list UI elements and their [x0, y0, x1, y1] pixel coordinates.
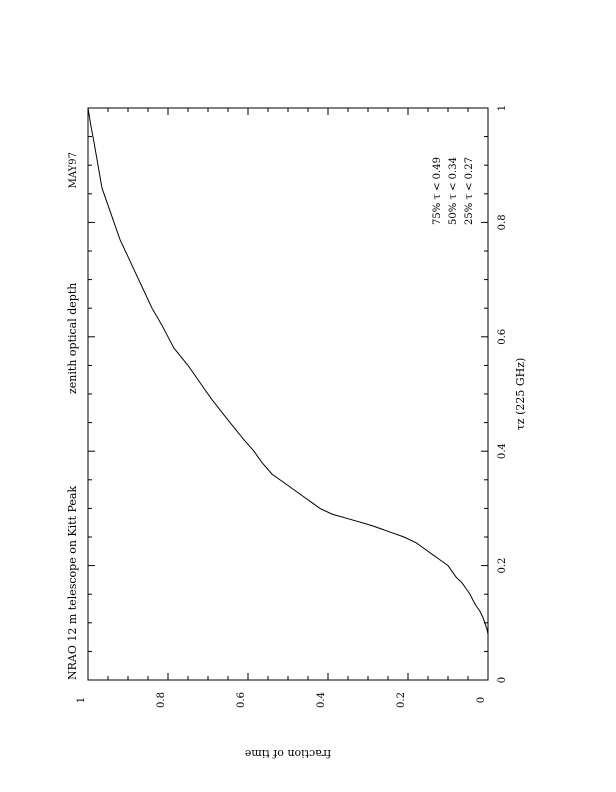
- x-tick-label: 0: [497, 677, 508, 683]
- y-tick-label: 0.6: [236, 692, 247, 708]
- y-axis-label: fraction of time: [245, 747, 331, 760]
- x-tick-label: 0.8: [497, 214, 508, 230]
- y-tick-label: 1: [76, 697, 87, 703]
- y-tick-label: 0.2: [396, 692, 407, 708]
- chart-subtitle: zenith optical depth: [66, 283, 79, 394]
- y-tick-label: 0.4: [316, 692, 327, 708]
- x-axis-label: τz (225 GHz): [514, 358, 527, 431]
- annotation-25: 25% τ < 0.27: [464, 157, 475, 225]
- x-tick-label: 0.4: [497, 443, 508, 459]
- annotation-75: 75% τ < 0.49: [432, 157, 443, 225]
- series-line: [87, 107, 489, 680]
- x-tick-label: 0.6: [497, 329, 508, 345]
- plot-area: 0 0.2 0.4 0.6 0.8 1 0 0.2 0.4 0.6 0.8 1 NRAO 12 m …: [66, 105, 527, 760]
- y-tick-labels: 0 0.2 0.4 0.6 0.8 1: [76, 692, 487, 708]
- chart-tag: MAY97: [68, 152, 79, 188]
- x-tick-labels: 0 0.2 0.4 0.6 0.8 1: [497, 105, 508, 683]
- plot-frame: [87, 107, 489, 681]
- x-tick-label: 1: [497, 105, 508, 111]
- y-tick-label: 0.8: [156, 692, 167, 708]
- annotation-50: 50% τ < 0.34: [448, 157, 459, 225]
- tick-marks: [87, 107, 489, 681]
- chart-title: NRAO 12 m telescope on Kitt Peak: [66, 486, 79, 680]
- y-tick-label: 0: [476, 697, 487, 703]
- x-tick-label: 0.2: [497, 558, 508, 574]
